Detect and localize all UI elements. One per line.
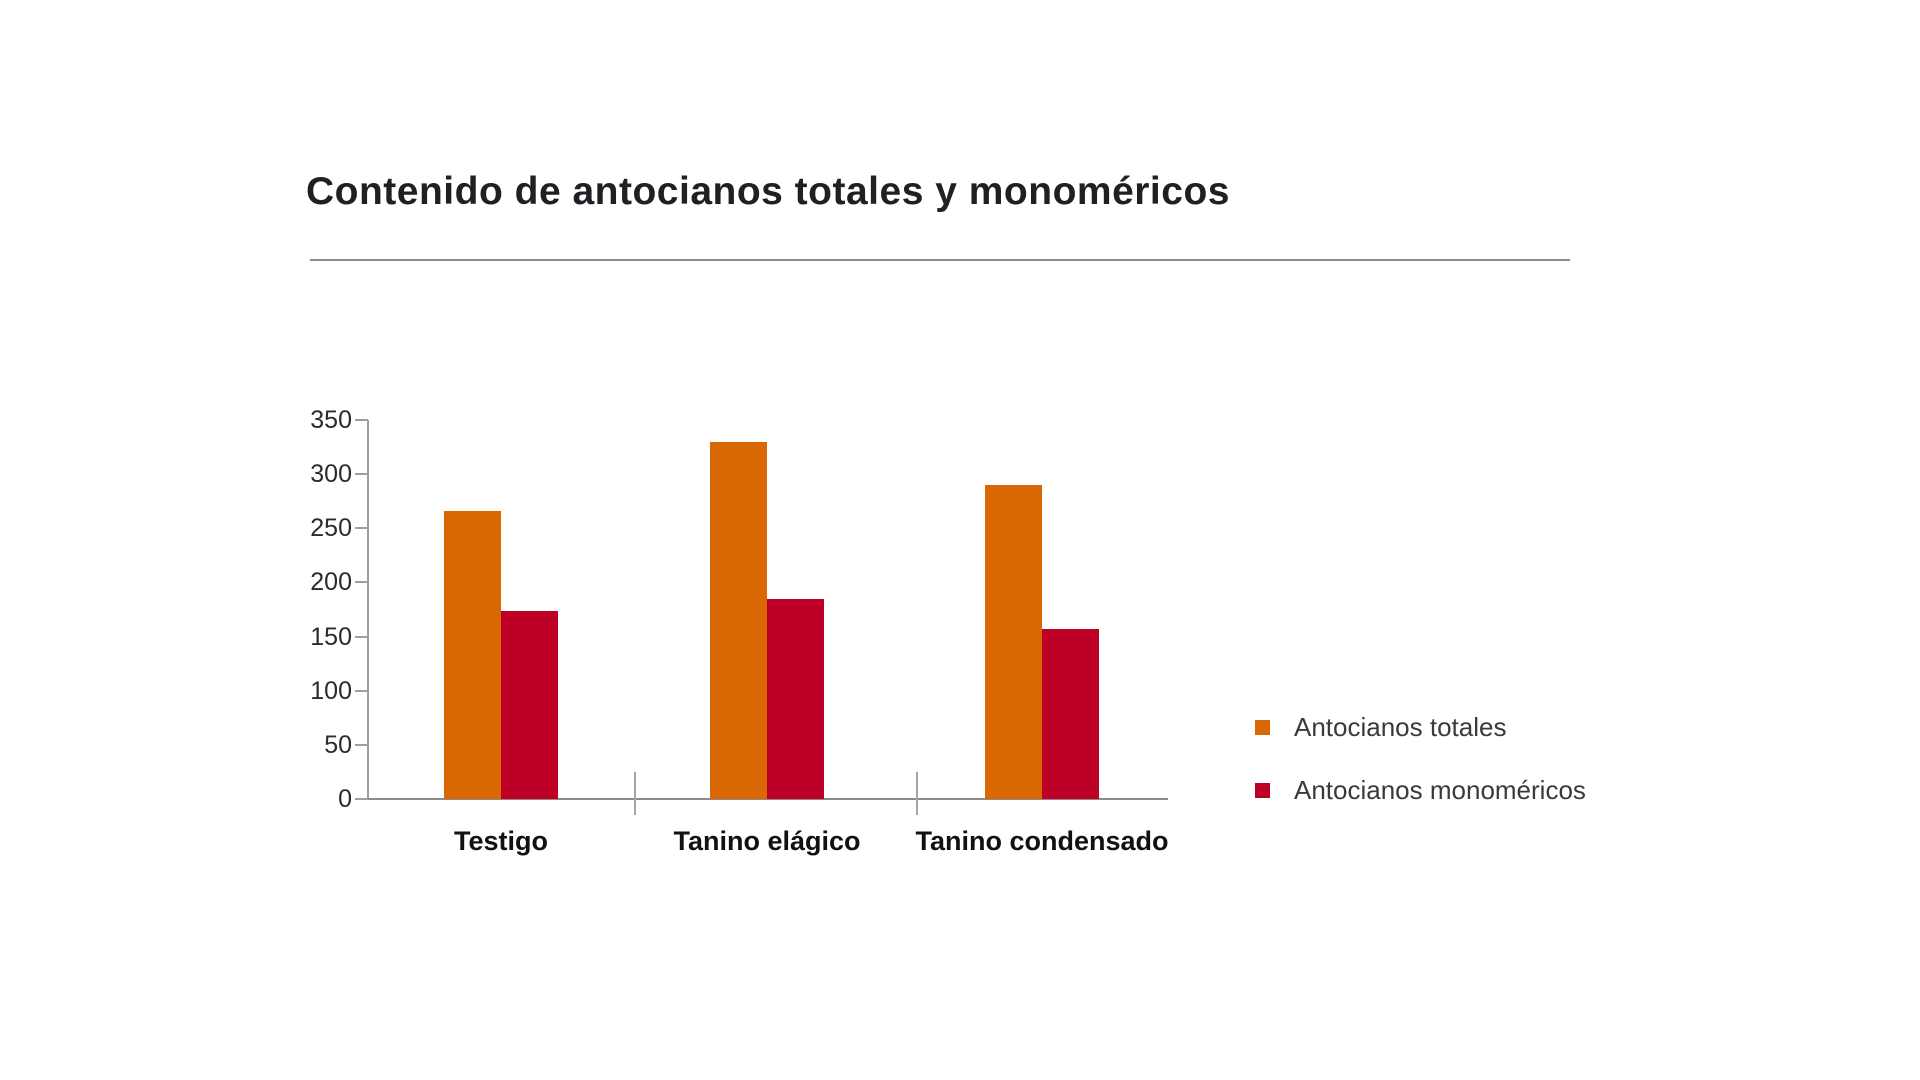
legend-item-antocianos-totales: Antocianos totales bbox=[1255, 712, 1506, 743]
y-tick bbox=[355, 743, 368, 746]
chart-title: Contenido de antocianos totales y monomé… bbox=[306, 170, 1230, 213]
title-divider bbox=[310, 259, 1570, 261]
legend-item-antocianos-monomericos: Antocianos monoméricos bbox=[1255, 775, 1586, 806]
y-tick bbox=[355, 473, 368, 476]
y-tick-label: 0 bbox=[338, 785, 352, 813]
y-tick-label: 250 bbox=[310, 514, 352, 543]
y-tick-label: 50 bbox=[324, 730, 352, 759]
x-category-label-testigo: Testigo bbox=[454, 826, 548, 856]
bar-antocianos-monomericos-tanino-elagico bbox=[767, 599, 824, 799]
y-tick-label: 200 bbox=[310, 568, 352, 597]
bar-antocianos-totales-testigo bbox=[444, 511, 501, 799]
y-tick bbox=[355, 581, 368, 584]
bar-antocianos-monomericos-tanino-condensado bbox=[1042, 629, 1099, 799]
category-separator bbox=[916, 772, 918, 815]
x-axis-line bbox=[368, 798, 1168, 800]
x-category-label-tanino-condensado: Tanino condensado bbox=[915, 826, 1169, 856]
category-separator bbox=[634, 772, 636, 815]
y-tick bbox=[355, 419, 368, 421]
y-axis-line bbox=[367, 420, 369, 800]
y-tick bbox=[355, 635, 368, 638]
y-tick-label: 350 bbox=[310, 406, 352, 434]
y-tick-label: 300 bbox=[310, 460, 352, 489]
legend-swatch-antocianos-totales bbox=[1255, 720, 1270, 735]
bar-antocianos-totales-tanino-elagico bbox=[710, 442, 767, 799]
y-tick-label: 150 bbox=[310, 622, 352, 651]
bar-antocianos-totales-tanino-condensado bbox=[985, 485, 1042, 799]
y-tick-label: 100 bbox=[310, 676, 352, 705]
bar-antocianos-monomericos-testigo bbox=[501, 611, 558, 799]
legend-swatch-antocianos-monomericos bbox=[1255, 783, 1270, 798]
y-tick bbox=[355, 798, 368, 800]
legend-label: Antocianos monoméricos bbox=[1294, 775, 1586, 805]
y-tick bbox=[355, 527, 368, 530]
y-tick bbox=[355, 689, 368, 692]
x-category-label-tanino-elagico: Tanino elágico bbox=[673, 826, 861, 856]
legend-label: Antocianos totales bbox=[1294, 712, 1507, 742]
